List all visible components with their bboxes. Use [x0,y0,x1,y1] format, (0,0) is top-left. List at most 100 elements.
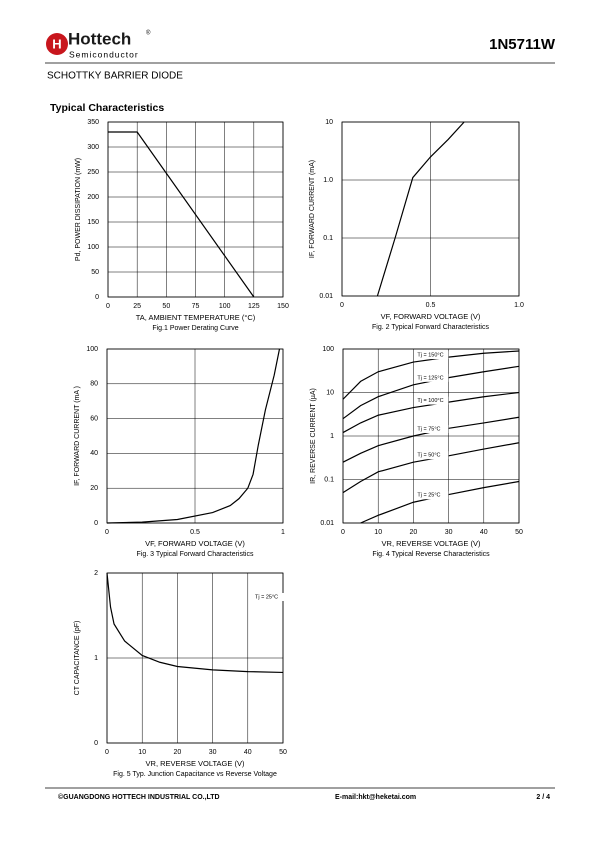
x-axis-label: VF, FORWARD VOLTAGE (V) [381,312,481,321]
y-axis-label: IF, FORWARD CURRENT (mA) [309,160,316,258]
caption: Fig. 5 Typ. Junction Capacitance vs Reve… [113,771,277,778]
plot-frame [341,121,520,297]
y-axis-label: CT CAPACITANCE (pF) [74,621,81,696]
y-tick-label: 1 [330,433,334,440]
y-tick-label: 0.01 [320,520,334,527]
section-title: Typical Characteristics [50,102,164,114]
y-tick-label: 150 [87,219,99,226]
product: SCHOTTKY BARRIER DIODE [47,71,183,82]
y-tick-label: 80 [90,381,98,388]
x-tick-label: 20 [410,529,418,536]
y-tick-label: 100 [322,346,334,353]
y-tick-label: 0 [94,740,98,747]
y-tick-label: 1.0 [323,177,333,184]
y-tick-label: 100 [86,346,98,353]
brand-mark: ® [146,30,151,37]
y-axis-label: Pd, POWER DISSIPATION (mW) [75,158,82,261]
data-line [376,121,465,297]
y-tick-label: 10 [325,119,333,126]
x-tick-label: 150 [277,303,289,310]
brand-sub: Semiconductor [69,49,139,59]
caption: Fig. 4 Typical Reverse Characteristics [372,551,490,558]
x-tick-label: 1.0 [514,302,524,309]
x-axis-label: VR, REVERSE VOLTAGE (V) [146,759,245,768]
caption: Fig. 2 Typical Forward Characteristics [372,324,489,331]
x-tick-label: 0 [105,529,109,536]
y-tick-label: 0 [95,294,99,301]
series-label: Tj = 25°C [255,594,278,600]
label-bg [416,373,449,382]
y-tick-label: 250 [87,169,99,176]
x-axis-label: VR, REVERSE VOLTAGE (V) [382,539,481,548]
y-tick-label: 300 [87,144,99,151]
x-tick-label: 0 [105,749,109,756]
x-tick-label: 1 [281,529,285,536]
plot-frame [342,348,520,524]
footer-email: E-mail:hkt@heketai.com [335,794,416,801]
series-label: Tj = 75°C [417,426,440,432]
x-tick-label: 10 [138,749,146,756]
x-tick-label: 10 [374,529,382,536]
y-tick-label: 50 [91,269,99,276]
data-line [108,131,255,298]
y-axis-label: IR, REVERSE CURRENT (µA) [310,388,317,484]
x-tick-label: 30 [445,529,453,536]
x-tick-label: 50 [162,303,170,310]
y-tick-label: 20 [90,485,98,492]
y-tick-label: 350 [87,119,99,126]
footer-company: ©GUANGDONG HOTTECH INDUSTRIAL CO.,LTD [58,793,220,801]
y-tick-label: 0.1 [323,235,333,242]
label-bg [416,396,449,405]
logo-icon [46,33,68,55]
x-tick-label: 25 [133,303,141,310]
y-tick-label: 60 [90,415,98,422]
data-line [342,442,520,494]
series-label: Tj = 125°C [417,375,443,381]
footer-page: 2 / 4 [536,794,550,801]
series-label: Tj = 150°C [417,353,443,359]
data-line [342,365,520,420]
y-tick-label: 1 [94,655,98,662]
caption: Fig.1 Power Derating Curve [152,325,238,332]
x-tick-label: 50 [515,529,523,536]
x-tick-label: 75 [192,303,200,310]
series-label: Tj = 100°C [417,398,443,404]
plot-frame [106,572,284,744]
y-tick-label: 0 [94,520,98,527]
x-tick-label: 0 [341,529,345,536]
data-line [342,350,520,400]
x-tick-label: 20 [174,749,182,756]
brand: Hottech [68,29,131,48]
label-bg [416,425,449,433]
y-tick-label: 0.01 [319,293,333,300]
part-number: 1N5711W [489,36,556,53]
x-tick-label: 0 [106,303,110,310]
x-tick-label: 30 [209,749,217,756]
y-tick-label: 200 [87,194,99,201]
label-bg [254,593,286,601]
data-line [342,416,520,463]
x-tick-label: 0.5 [190,529,200,536]
data-line [106,348,281,524]
x-axis-label: VF, FORWARD VOLTAGE (V) [145,539,245,548]
y-tick-label: 2 [94,570,98,577]
caption: Fig. 3 Typical Forward Characteristics [137,551,254,558]
x-tick-label: 40 [480,529,488,536]
x-tick-label: 100 [219,303,231,310]
y-tick-label: 100 [87,244,99,251]
x-tick-label: 0 [340,302,344,309]
series-label: Tj = 50°C [417,453,440,459]
x-tick-label: 40 [244,749,252,756]
series-label: Tj = 25°C [417,493,440,499]
plot-frame [107,121,284,298]
data-line [342,391,520,434]
label-bg [416,451,449,460]
label-bg [416,491,449,500]
data-line [106,572,284,674]
y-tick-label: 40 [90,450,98,457]
x-tick-label: 50 [279,749,287,756]
y-axis-label: IF, FORWARD CURRENT (mA ) [74,386,81,486]
y-tick-label: 0.1 [324,476,334,483]
x-tick-label: 125 [248,303,260,310]
